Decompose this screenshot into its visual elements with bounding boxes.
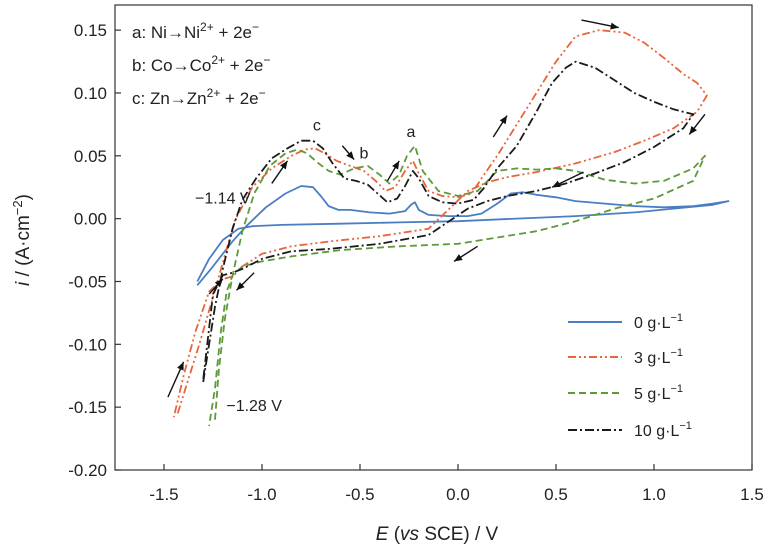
legend-label-2: 5 g·L−1 <box>634 383 683 403</box>
reaction-label-a: a: Ni→Ni2+ + 2e− <box>132 20 259 42</box>
annotation-label: a <box>407 124 416 141</box>
direction-arrow <box>271 160 289 184</box>
scan-direction-arrows <box>167 19 706 398</box>
x-tick-label: -1.0 <box>247 485 276 504</box>
annotation-label: −1.14 V <box>195 191 251 208</box>
direction-arrow <box>581 19 619 30</box>
x-tick-label: 0.5 <box>544 485 568 504</box>
direction-arrow <box>688 113 706 135</box>
direction-arrow <box>386 160 400 182</box>
series-curves <box>172 29 730 427</box>
annotations: c b a −1.14 V −1.28 V <box>195 118 416 415</box>
direction-arrow <box>551 171 584 188</box>
plot-frame <box>114 4 753 471</box>
y-tick-label: -0.10 <box>68 335 107 354</box>
series-line-2 <box>208 144 706 427</box>
direction-arrow <box>208 278 224 295</box>
legend-label-1: 3 g·L−1 <box>634 347 683 367</box>
x-axis-label: E (vs SCE) / V <box>376 524 499 545</box>
x-tick-label: 1.0 <box>642 485 666 504</box>
annotation-label: b <box>359 145 368 162</box>
direction-arrow <box>167 361 185 398</box>
legend-label-3: 10 g·L−1 <box>634 420 692 440</box>
y-tick-label: -0.05 <box>68 272 107 291</box>
x-tick-label: 1.5 <box>740 485 764 504</box>
axes: -1.5 -1.0 -0.5 0.0 0.5 1.0 1.5 0.15 0.10 0.05 0.00… <box>68 4 764 504</box>
legend-label-0: 0 g·L−1 <box>634 312 683 332</box>
x-tick-label: 0.0 <box>446 485 470 504</box>
legend: 0 g·L−1 3 g·L−1 5 g·L−1 10 g·L−1 <box>568 312 692 440</box>
y-tick-label: -0.20 <box>68 461 107 480</box>
y-tick-label: 0.05 <box>74 147 107 166</box>
y-tick-label: -0.15 <box>68 398 107 417</box>
direction-arrow <box>453 245 478 262</box>
reaction-label-c: c: Zn→Zn2+ + 2e− <box>132 86 266 108</box>
annotation-label: c <box>313 118 321 135</box>
annotation-label: −1.28 V <box>226 398 282 415</box>
series-line-3 <box>202 60 695 383</box>
series-line-0 <box>196 185 730 286</box>
y-tick-label: 0.00 <box>74 210 107 229</box>
y-axis-label: i / (A·cm−2) <box>10 194 34 286</box>
reaction-labels: a: Ni→Ni2+ + 2e− b: Co→Co2+ + 2e− c: Zn→… <box>132 20 270 108</box>
x-tick-label: -1.5 <box>149 485 178 504</box>
x-tick-label: -0.5 <box>345 485 374 504</box>
reaction-label-b: b: Co→Co2+ + 2e− <box>132 53 270 75</box>
direction-arrow <box>236 272 255 291</box>
direction-arrow <box>341 145 355 161</box>
y-tick-label: 0.10 <box>74 84 107 103</box>
y-tick-label: 0.15 <box>74 21 107 40</box>
direction-arrow <box>492 115 508 138</box>
